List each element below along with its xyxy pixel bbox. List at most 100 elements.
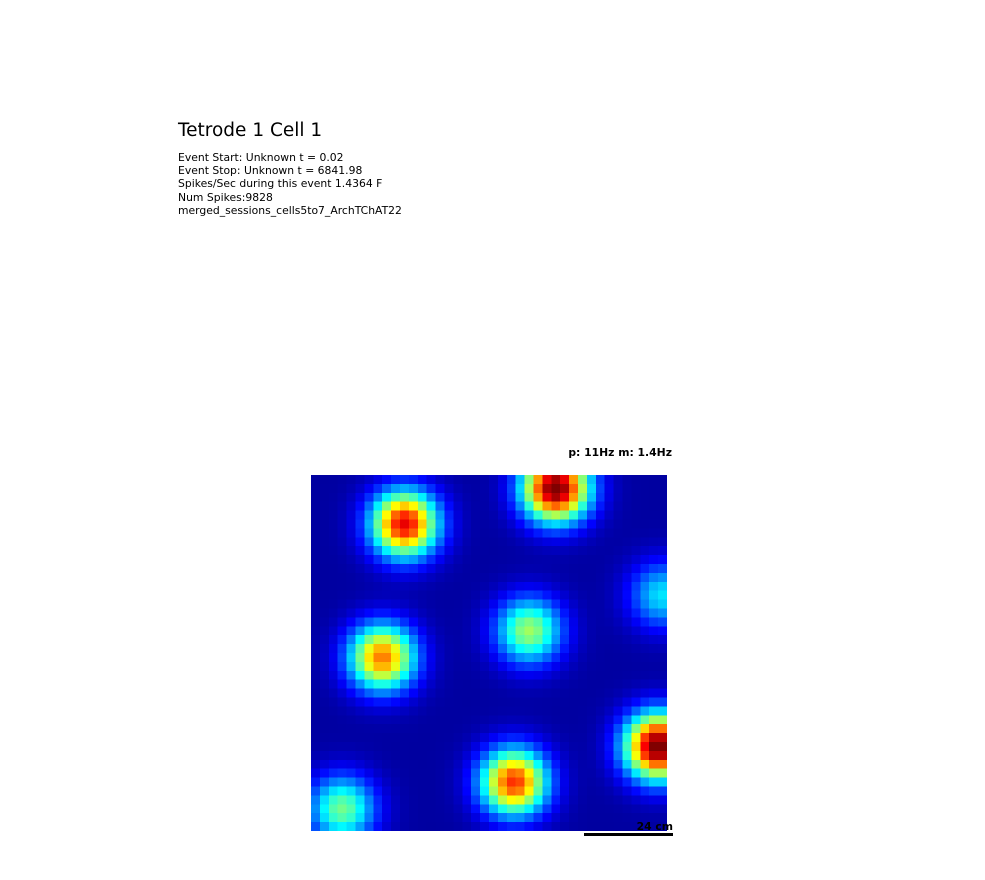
rate-bin [578,599,588,609]
rate-bin [382,617,392,627]
rate-bin [391,759,401,769]
rate-bin [506,688,516,698]
rate-bin [346,759,356,769]
rate-bin [613,519,623,529]
rate-bin [506,492,516,502]
rate-bin [408,759,418,769]
rate-bin [382,537,392,547]
rate-bin [640,759,650,769]
rate-bin [542,750,552,760]
rate-bin [373,555,383,565]
rate-bin [533,537,543,547]
rate-bin [631,697,641,707]
rate-bin [426,635,436,645]
rate-bin [382,813,392,823]
rate-bin [337,822,347,831]
rate-bin [417,795,427,805]
rate-bin [426,742,436,752]
rate-bin [319,706,329,716]
rate-bin [658,733,667,743]
rate-bin [382,768,392,778]
rate-bin [373,608,383,618]
rate-bin [480,519,490,529]
rate-bin [355,483,365,493]
rate-bin [569,475,579,485]
rate-bin [551,519,561,529]
rate-bin [382,546,392,556]
rate-bin [533,564,543,574]
rate-bin [515,813,525,823]
rate-bin [435,733,445,743]
rate-bin [417,679,427,689]
rate-bin [604,510,614,520]
rate-bin [497,519,507,529]
rate-bin [453,564,463,574]
rate-bin [586,822,596,831]
rate-bin [417,724,427,734]
rate-bin [640,581,650,591]
rate-bin [578,697,588,707]
rate-bin [604,715,614,725]
rate-bin [542,537,552,547]
rate-bin [311,733,321,743]
rate-bin [524,795,534,805]
rate-bin [453,510,463,520]
rate-bin [622,670,632,680]
rate-bin [346,715,356,725]
rate-bin [560,777,570,787]
rate-bin [649,768,659,778]
rate-bin [480,795,490,805]
rate-bin [311,804,321,814]
rate-bin [453,724,463,734]
rate-bin [489,750,499,760]
rate-bin [631,795,641,805]
rate-bin [586,706,596,716]
rate-bin [569,510,579,520]
rate-bin [337,501,347,511]
rate-bin [586,644,596,654]
rate-bin [444,501,454,511]
rate-bin [364,777,374,787]
rate-bin [382,670,392,680]
rate-bin [622,661,632,671]
rate-bin [551,750,561,760]
rate-bin [551,715,561,725]
rate-bin [417,537,427,547]
rate-bin [542,715,552,725]
rate-bin [471,617,481,627]
rate-bin [560,608,570,618]
rate-bin [417,590,427,600]
rate-bin [649,581,659,591]
rate-bin [319,733,329,743]
rate-bin [658,795,667,805]
rate-bin [337,813,347,823]
rate-bin [453,590,463,600]
rate-bin [533,635,543,645]
rate-bin [497,492,507,502]
rate-bin [480,697,490,707]
rate-bin [355,679,365,689]
rate-bin [604,653,614,663]
rate-bin [417,644,427,654]
rate-bin [640,555,650,565]
rate-bin [489,581,499,591]
rate-bin [328,483,338,493]
rate-bin [542,706,552,716]
rate-bin [391,519,401,529]
rate-bin [551,777,561,787]
rate-bin [569,661,579,671]
rate-bin [640,742,650,752]
rate-bin [364,670,374,680]
rate-bin [471,581,481,591]
rate-bin [444,804,454,814]
rate-bin [649,813,659,823]
rate-bin [658,804,667,814]
rate-bin [506,813,516,823]
rate-bin [355,768,365,778]
rate-bin [346,599,356,609]
rate-bin [435,590,445,600]
rate-bin [462,626,472,636]
rate-bin [355,599,365,609]
rate-bin [622,599,632,609]
rate-bin [515,688,525,698]
